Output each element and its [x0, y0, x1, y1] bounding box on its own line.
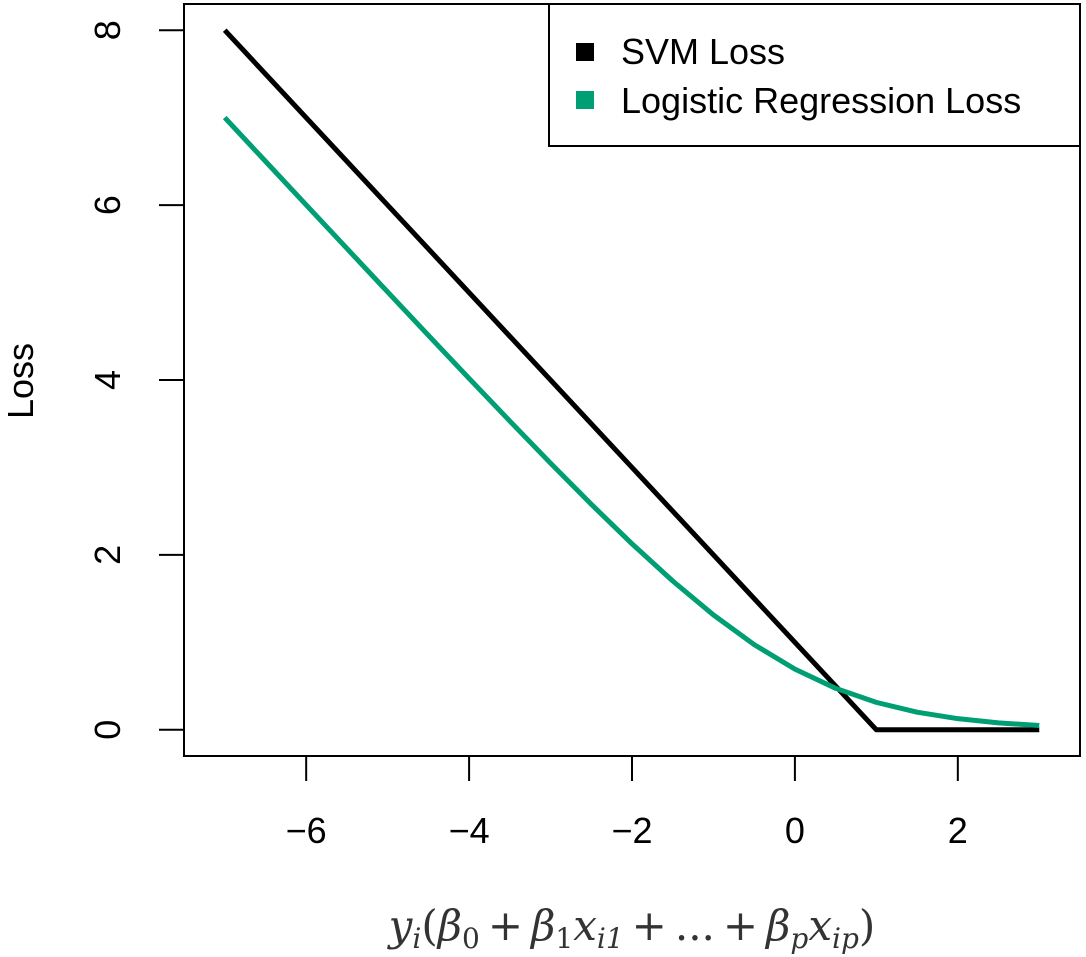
x-tick-label: −4 — [449, 810, 490, 851]
y-tick-label: 4 — [87, 370, 128, 390]
legend-swatch-logistic — [576, 91, 594, 109]
legend-box — [548, 3, 1081, 147]
svm-loss-line — [222, 28, 1040, 733]
y-tick-label: 6 — [87, 195, 128, 215]
x-tick-label: −6 — [286, 810, 327, 851]
logistic-loss-line — [222, 115, 1040, 729]
legend-label-svm: SVM Loss — [621, 31, 785, 72]
axes: −6 −4 −2 0 2 0 2 4 6 8 — [87, 20, 968, 851]
y-axis-title: Loss — [0, 343, 41, 419]
legend: SVM Loss Logistic Regression Loss — [548, 3, 1081, 147]
x-tick-label: −2 — [611, 810, 652, 851]
legend-swatch-svm — [576, 43, 594, 61]
x-tick-label: 2 — [948, 810, 968, 851]
x-axis-title: yi(β0 + β1xi1 +... + βpxip) — [387, 901, 876, 955]
y-tick-label: 0 — [87, 720, 128, 740]
series-layer — [222, 28, 1040, 733]
y-tick-label: 2 — [87, 545, 128, 565]
legend-label-logistic: Logistic Regression Loss — [621, 80, 1021, 121]
y-tick-label: 8 — [87, 20, 128, 40]
x-tick-label: 0 — [785, 810, 805, 851]
